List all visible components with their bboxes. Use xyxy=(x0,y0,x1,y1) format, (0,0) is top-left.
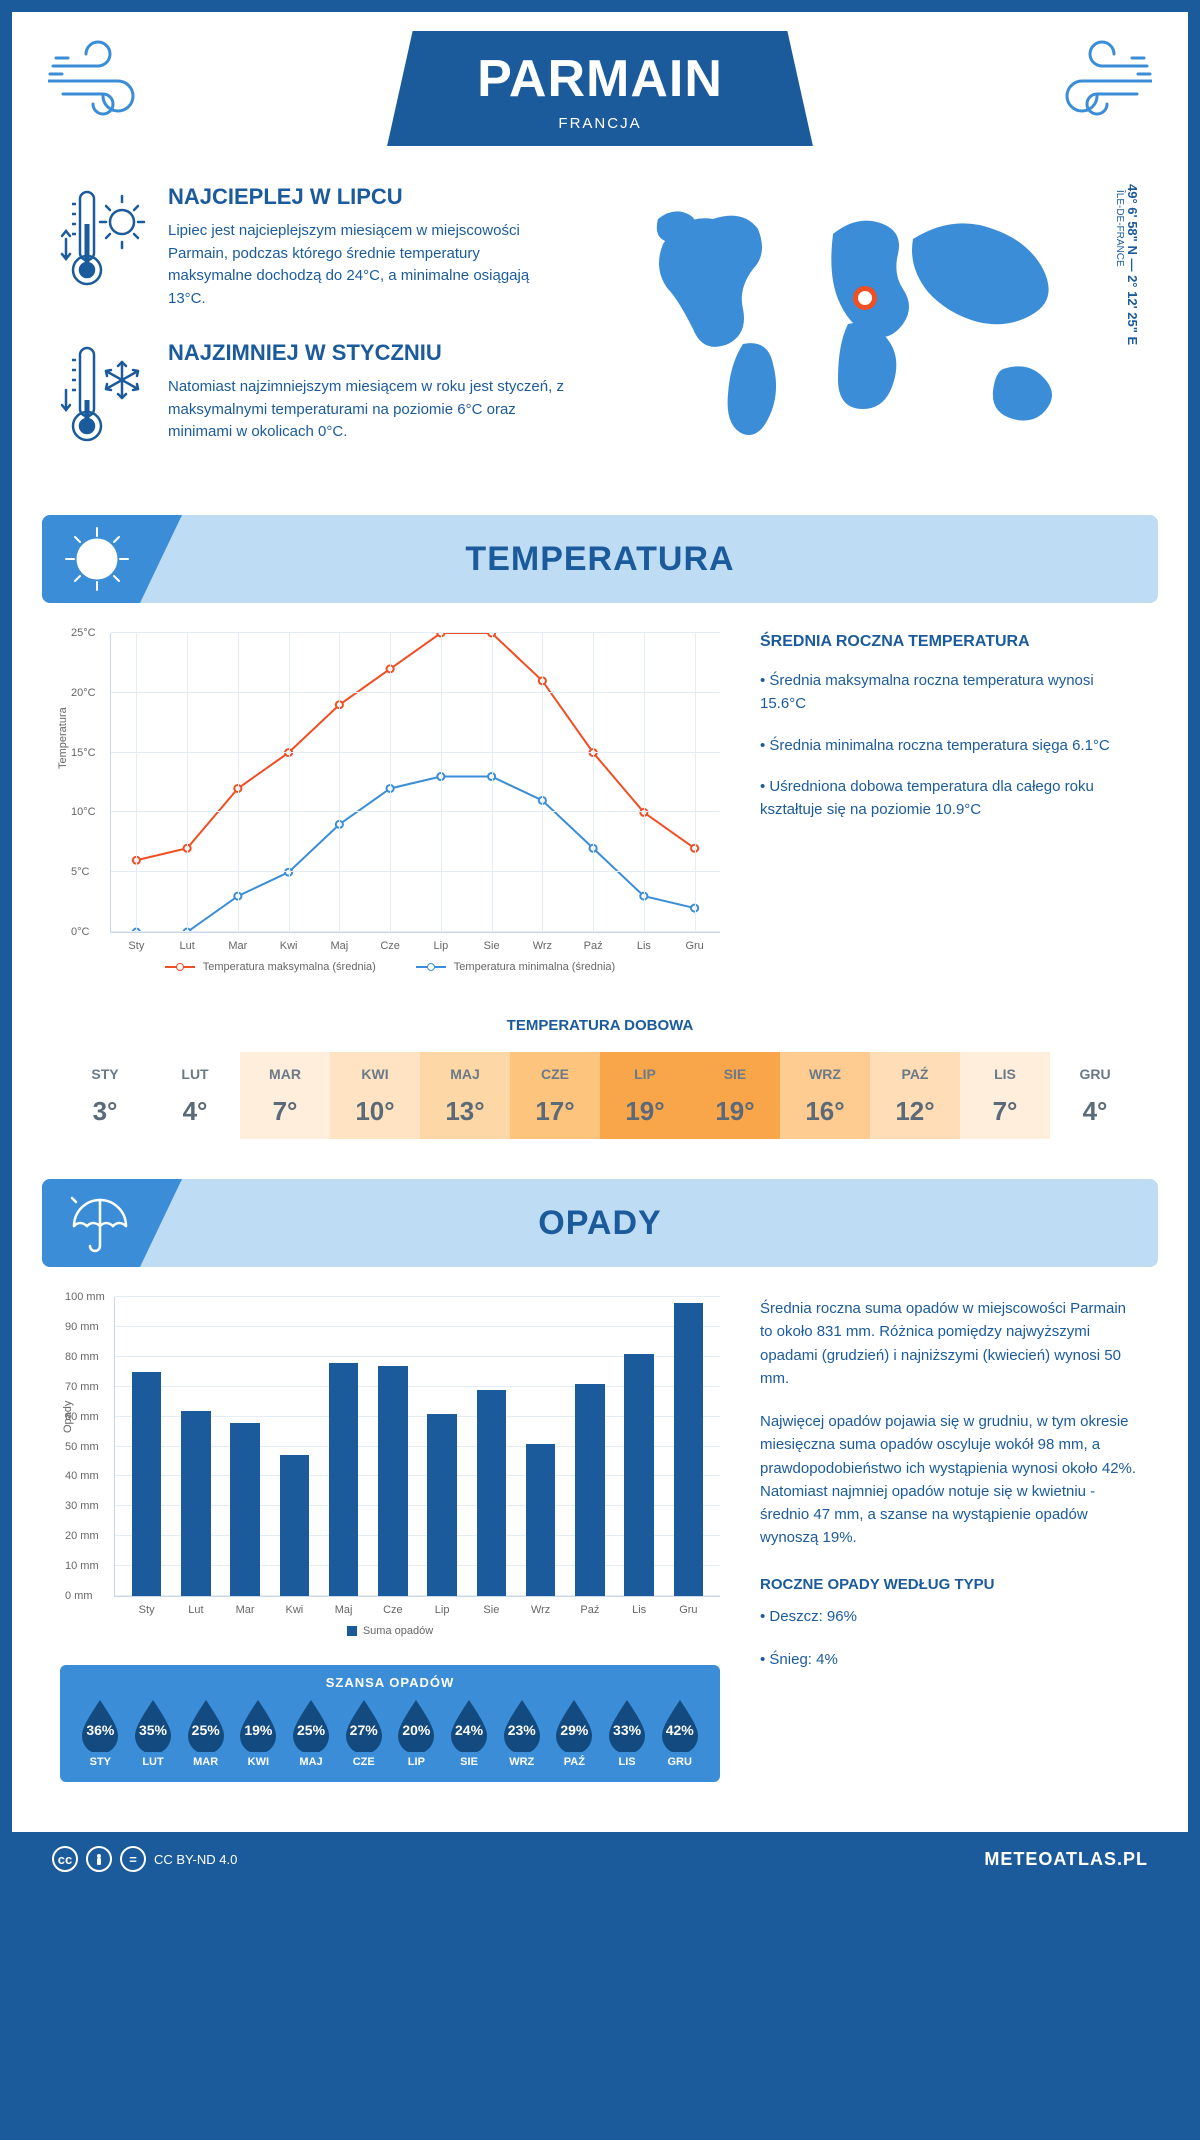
precip-p2: Najwięcej opadów pojawia się w grudniu, … xyxy=(760,1410,1140,1550)
precip-info: Średnia roczna suma opadów w miejscowośc… xyxy=(760,1297,1140,1782)
chance-drop: 25% MAR xyxy=(179,1698,232,1768)
bar-slot: Cze xyxy=(369,1297,416,1596)
sun-icon xyxy=(42,515,182,603)
nd-icon: = xyxy=(120,1846,146,1872)
precip-heading: OPADY xyxy=(538,1204,661,1243)
precip-banner: OPADY xyxy=(42,1179,1158,1267)
coord-lon: 2° 12' 25" E xyxy=(1125,275,1140,345)
temp-info-b1: • Średnia maksymalna roczna temperatura … xyxy=(760,669,1140,716)
daily-cell: MAJ13° xyxy=(420,1052,510,1139)
coldest-text: Natomiast najzimniejszym miesiącem w rok… xyxy=(168,376,568,444)
umbrella-icon xyxy=(42,1179,182,1267)
chance-drop: 19% KWI xyxy=(232,1698,285,1768)
legend-max-label: Temperatura maksymalna (średnia) xyxy=(203,961,376,973)
wind-swirl-icon xyxy=(1032,36,1152,121)
wind-swirl-icon xyxy=(48,36,168,121)
precip-legend: Suma opadów xyxy=(60,1625,720,1637)
daily-cell: LIP19° xyxy=(600,1052,690,1139)
footer: cc = CC BY-ND 4.0 METEOATLAS.PL xyxy=(12,1832,1188,1886)
coldest-block: NAJZIMNIEJ W STYCZNIU Natomiast najzimni… xyxy=(60,340,590,455)
cc-icon: cc xyxy=(52,1846,78,1872)
temperature-banner: TEMPERATURA xyxy=(42,515,1158,603)
coord-lat: 49° 6' 58" N xyxy=(1125,184,1140,255)
precip-p1: Średnia roczna suma opadów w miejscowośc… xyxy=(760,1297,1140,1390)
hottest-title: NAJCIEPLEJ W LIPCU xyxy=(168,184,568,210)
bar-slot: Lip xyxy=(419,1297,466,1596)
hottest-block: NAJCIEPLEJ W LIPCU Lipiec jest najcieple… xyxy=(60,184,590,310)
daily-cell: WRZ16° xyxy=(780,1052,870,1139)
coord-region: ÎLE-DE-FRANCE xyxy=(1114,190,1125,485)
precip-type-title: ROCZNE OPADY WEDŁUG TYPU xyxy=(760,1576,1140,1593)
temperature-info: ŚREDNIA ROCZNA TEMPERATURA • Średnia mak… xyxy=(760,633,1140,973)
bar-slot: Paź xyxy=(566,1297,613,1596)
license-text: CC BY-ND 4.0 xyxy=(154,1852,237,1867)
bar-slot: Sty xyxy=(123,1297,170,1596)
daily-cell: KWI10° xyxy=(330,1052,420,1139)
temperature-heading: TEMPERATURA xyxy=(465,540,734,579)
daily-cell: PAŹ12° xyxy=(870,1052,960,1139)
chance-drop: 33% LIS xyxy=(601,1698,654,1768)
chance-drop: 35% LUT xyxy=(127,1698,180,1768)
page-title: PARMAIN xyxy=(477,49,723,109)
precip-chance-band: SZANSA OPADÓW 36% STY 35% LUT 25% MAR 19… xyxy=(60,1665,720,1782)
chance-drop: 36% STY xyxy=(74,1698,127,1768)
thermometer-sun-icon xyxy=(60,184,150,310)
page-subtitle: FRANCJA xyxy=(477,115,723,132)
thermometer-snow-icon xyxy=(60,340,150,455)
title-banner: PARMAIN FRANCJA xyxy=(387,31,813,146)
bar-slot: Maj xyxy=(320,1297,367,1596)
site-name: METEOATLAS.PL xyxy=(984,1849,1148,1870)
chance-drop: 23% WRZ xyxy=(495,1698,548,1768)
coordinates: 49° 6' 58" N — 2° 12' 25" E ÎLE-DE-FRANC… xyxy=(1106,184,1140,485)
precip-legend-label: Suma opadów xyxy=(363,1625,433,1637)
temperature-line-chart: Temperatura 0°C5°C10°C15°C20°C25°CStyLut… xyxy=(60,633,720,973)
bar-slot: Sie xyxy=(468,1297,515,1596)
daily-cell: STY3° xyxy=(60,1052,150,1139)
legend-min-label: Temperatura minimalna (średnia) xyxy=(454,961,615,973)
temp-y-label: Temperatura xyxy=(57,707,69,769)
by-icon xyxy=(86,1846,112,1872)
license-block: cc = CC BY-ND 4.0 xyxy=(52,1846,237,1872)
daily-cell: CZE17° xyxy=(510,1052,600,1139)
bar-slot: Wrz xyxy=(517,1297,564,1596)
precip-snow: • Śnieg: 4% xyxy=(760,1648,1140,1671)
bar-slot: Mar xyxy=(222,1297,269,1596)
bar-slot: Lis xyxy=(616,1297,663,1596)
temp-legend: Temperatura maksymalna (średnia) Tempera… xyxy=(60,961,720,973)
hottest-text: Lipiec jest najcieplejszym miesiącem w m… xyxy=(168,220,568,310)
coldest-title: NAJZIMNIEJ W STYCZNIU xyxy=(168,340,568,366)
bar-slot: Lut xyxy=(172,1297,219,1596)
daily-cell: LUT4° xyxy=(150,1052,240,1139)
precip-rain: • Deszcz: 96% xyxy=(760,1605,1140,1628)
temp-info-b3: • Uśredniona dobowa temperatura dla całe… xyxy=(760,775,1140,822)
daily-cell: LIS7° xyxy=(960,1052,1050,1139)
chance-drop: 29% PAŹ xyxy=(548,1698,601,1768)
bar-slot: Kwi xyxy=(271,1297,318,1596)
world-map xyxy=(620,184,1106,485)
chance-drop: 27% CZE xyxy=(337,1698,390,1768)
bar-slot: Gru xyxy=(665,1297,712,1596)
daily-cell: MAR7° xyxy=(240,1052,330,1139)
chance-title: SZANSA OPADÓW xyxy=(74,1675,706,1690)
chance-drop: 25% MAJ xyxy=(285,1698,338,1768)
daily-temp-table: STY3°LUT4°MAR7°KWI10°MAJ13°CZE17°LIP19°S… xyxy=(60,1052,1140,1139)
chance-drop: 42% GRU xyxy=(653,1698,706,1768)
temp-info-b2: • Średnia minimalna roczna temperatura s… xyxy=(760,734,1140,757)
daily-cell: GRU4° xyxy=(1050,1052,1140,1139)
daily-temp-title: TEMPERATURA DOBOWA xyxy=(12,1017,1188,1034)
chance-drop: 20% LIP xyxy=(390,1698,443,1768)
precip-bar-chart: 0 mm10 mm20 mm30 mm40 mm50 mm60 mm70 mm8… xyxy=(114,1297,720,1597)
daily-cell: SIE19° xyxy=(690,1052,780,1139)
header: PARMAIN FRANCJA xyxy=(12,12,1188,146)
temp-info-title: ŚREDNIA ROCZNA TEMPERATURA xyxy=(760,633,1140,651)
chance-drop: 24% SIE xyxy=(443,1698,496,1768)
intro-section: NAJCIEPLEJ W LIPCU Lipiec jest najcieple… xyxy=(12,146,1188,515)
